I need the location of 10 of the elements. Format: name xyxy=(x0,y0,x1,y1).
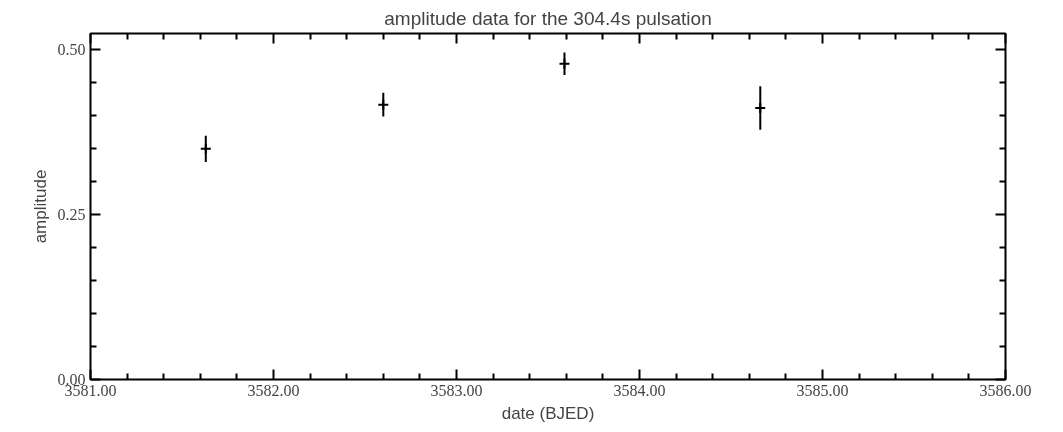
x-axis-title: date (BJED) xyxy=(501,403,595,423)
y-tick-label: 0.25 xyxy=(57,206,86,224)
x-tick-label: 3582.00 xyxy=(247,381,300,399)
x-tick-label: 3585.00 xyxy=(796,381,849,399)
x-tick-label: 3583.00 xyxy=(430,381,483,399)
y-axis-title: amplitude xyxy=(30,169,50,244)
x-tick-label: 3584.00 xyxy=(613,381,666,399)
y-tick-label: 0.50 xyxy=(57,41,86,59)
chart-title: amplitude data for the 304.4s pulsation xyxy=(384,7,712,29)
x-tick-label: 3586.00 xyxy=(979,381,1032,399)
